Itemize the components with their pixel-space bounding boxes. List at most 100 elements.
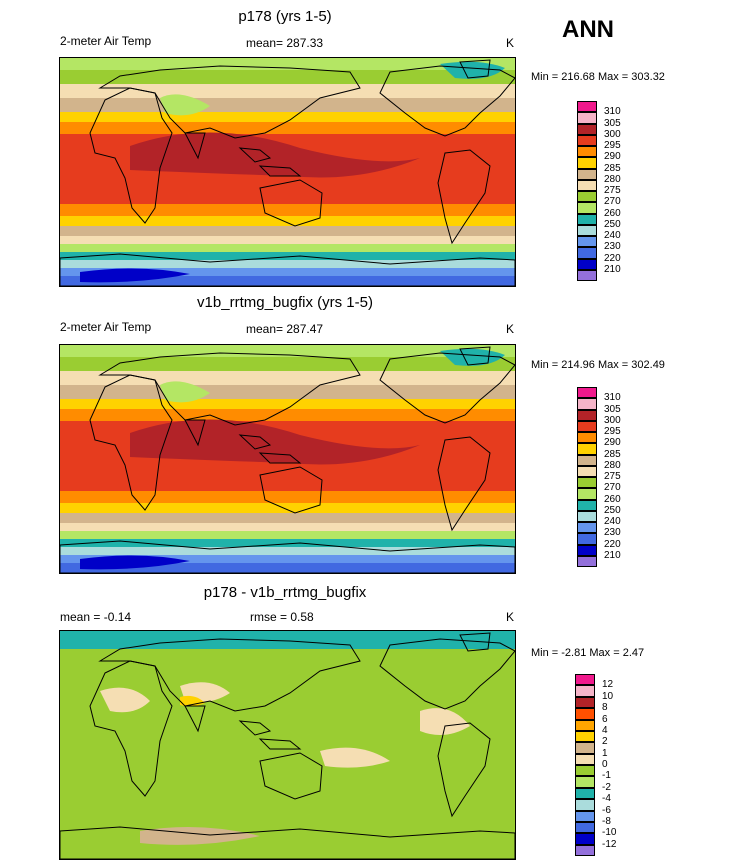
panel-1-variable-label: 2-meter Air Temp [60,34,152,48]
colorbar-label: 0 [602,759,608,770]
panel-1-title: p178 (yrs 1-5) [238,8,332,25]
temperature-band [60,531,515,539]
colorbar-label: 8 [602,702,608,714]
colorbar-swatch [575,742,595,754]
colorbar-swatch [575,674,595,686]
colorbar-swatch [577,123,597,135]
panel-2-title: v1b_rrtmg_bugfix (yrs 1-5) [197,294,373,311]
colorbar-label: 270 [604,482,621,494]
colorbar-swatch [575,685,595,697]
colorbar-swatch [577,488,597,500]
temperature-band [60,503,515,513]
colorbar-swatch [577,510,597,522]
tibet-cold-region [160,381,210,403]
colorbar-label: 260 [604,207,621,219]
panel-1-minmax: Min = 216.68 Max = 303.32 [531,71,665,83]
panel-2-map [59,344,516,574]
colorbar-swatch [577,465,597,477]
panel-1-mean-label: mean= 287.33 [246,36,324,50]
arctic-difference-band [60,631,515,649]
coastline [258,452,302,464]
colorbar-swatch [575,787,595,800]
colorbar-swatch [577,247,597,259]
coastline [258,738,302,750]
panel-1-map [59,57,516,287]
colorbar-label: -12 [602,838,617,850]
coastline [379,352,515,424]
temperature-band [60,268,515,276]
colorbar-swatch [577,555,597,567]
colorbar-label: 290 [604,437,621,449]
colorbar-swatch [575,776,595,788]
colorbar-swatch [577,112,597,124]
panel-2-mean-label: mean= 287.47 [246,322,324,336]
colorbar-swatch [577,191,597,203]
colorbar-label: 220 [604,252,621,264]
antarctic-cold-region [80,555,190,570]
colorbar-label: 295 [604,140,621,151]
positive-difference-region [180,695,205,707]
colorbar-label: 305 [604,117,621,129]
panel-3-colorbar: 12 10 8 6 4 2 1 0 -1 -2 -4 -6 -8 -10 -12 [575,674,635,856]
colorbar-label: -4 [602,793,611,805]
temperature-band [60,58,515,70]
colorbar-label: -8 [602,815,611,827]
colorbar-label: 305 [604,403,621,415]
coastline [437,722,491,818]
colorbar-swatch [577,202,597,214]
temperature-band [60,399,515,409]
tibet-cold-region [160,94,210,116]
colorbar-swatch [577,224,597,236]
colorbar-label: 210 [604,549,621,561]
colorbar-swatch [575,833,595,845]
temperature-band [60,563,515,573]
colorbar-swatch [577,157,597,169]
coastline [89,660,173,797]
temperature-band [60,547,515,555]
colorbar-label: 230 [604,527,621,539]
colorbar-swatch [575,821,595,834]
colorbar-label: 240 [604,230,621,241]
coastline [379,65,515,137]
temperature-band [60,204,515,216]
colorbar-label: 280 [604,459,621,471]
temperature-band [60,216,515,226]
temperature-band [60,539,515,547]
colorbar-label: 210 [604,263,621,275]
positive-difference-region [100,687,150,713]
colorbar-swatch [577,477,597,489]
coastline [60,253,515,286]
colorbar-label: 4 [602,724,608,736]
colorbar-swatch [577,146,597,158]
temperature-band [60,345,515,357]
temperature-band [60,513,515,523]
colorbar-swatch [577,179,597,191]
colorbar-swatch [577,387,597,399]
coastline [238,147,272,163]
colorbar-swatch [577,443,597,455]
panel-2-map-canvas [60,345,515,573]
temperature-band [60,226,515,236]
coastline [89,87,173,224]
colorbar-swatch [577,398,597,410]
panel-3-rmse-label: rmse = 0.58 [250,610,314,624]
colorbar-label: 300 [604,414,621,426]
antarctic-cold-region [80,268,190,283]
colorbar-label: 10 [602,690,614,702]
panel-2-colorbar: 310 305 300 295 290 285 280 275 270 260 250 240 230 2… [577,387,637,567]
panel-2-minmax: Min = 214.96 Max = 302.49 [531,359,665,371]
temperature-band [60,491,515,503]
temperature-band [60,555,515,563]
colorbar-swatch [577,544,597,556]
temperature-band [60,98,515,112]
colorbar-swatch [575,844,595,856]
temperature-band [60,84,515,98]
colorbar-swatch [577,432,597,444]
panel-3-mean-label: mean = -0.14 [60,610,132,624]
temperature-band [60,357,515,371]
colorbar-swatch [575,696,595,709]
colorbar-label: 275 [604,185,621,196]
coastline [379,638,515,710]
colorbar-label: 285 [604,448,621,460]
coastline [98,638,361,712]
